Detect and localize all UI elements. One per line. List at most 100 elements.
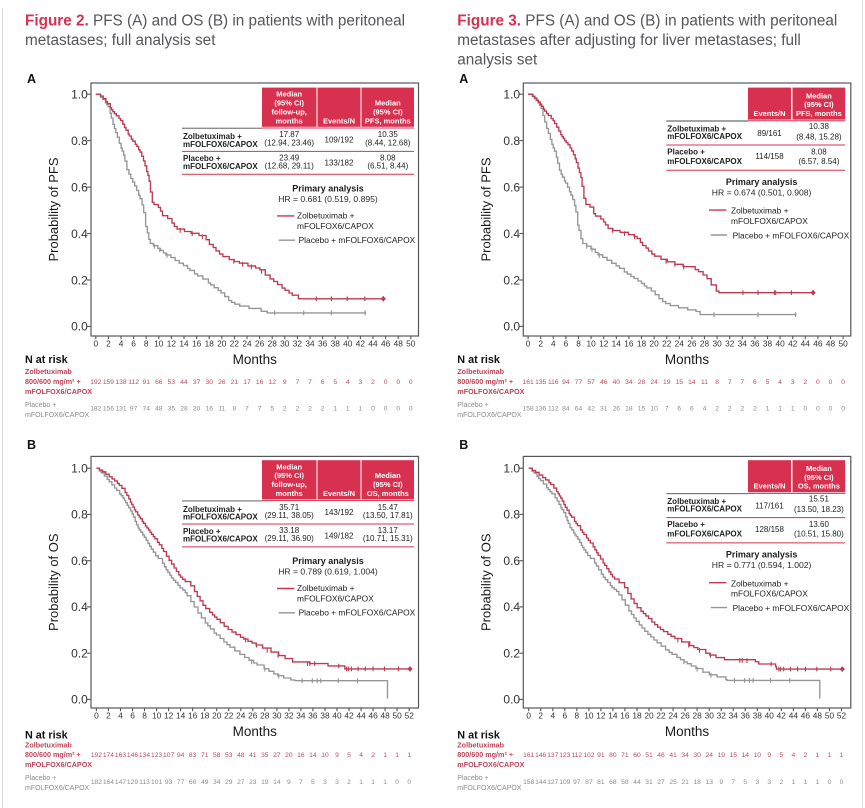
svg-text:mFOLFOX6/CAPOX: mFOLFOX6/CAPOX	[667, 530, 742, 539]
svg-text:8.08: 8.08	[380, 153, 396, 162]
svg-text:40: 40	[775, 338, 785, 348]
svg-text:9: 9	[767, 752, 771, 759]
svg-text:5: 5	[743, 779, 747, 786]
svg-text:161: 161	[523, 752, 534, 759]
svg-text:0.4: 0.4	[71, 600, 88, 614]
svg-text:0: 0	[841, 379, 845, 386]
svg-text:49: 49	[201, 779, 209, 786]
svg-text:30: 30	[712, 338, 722, 348]
svg-text:44: 44	[789, 710, 799, 720]
svg-text:2: 2	[538, 338, 543, 348]
svg-text:4: 4	[118, 710, 123, 720]
svg-text:16: 16	[205, 406, 213, 413]
svg-text:10.38: 10.38	[809, 122, 830, 131]
svg-text:28: 28	[638, 379, 646, 386]
svg-text:30: 30	[705, 710, 715, 720]
svg-text:4: 4	[778, 379, 782, 386]
svg-text:81: 81	[597, 779, 605, 786]
svg-text:60: 60	[633, 752, 641, 759]
svg-text:Probability of OS: Probability of OS	[46, 533, 61, 631]
svg-text:14: 14	[309, 752, 317, 759]
svg-text:20: 20	[193, 406, 201, 413]
svg-text:30: 30	[693, 752, 701, 759]
svg-text:7: 7	[258, 406, 262, 413]
svg-text:Median: Median	[375, 471, 401, 480]
svg-text:19: 19	[663, 379, 671, 386]
svg-text:14: 14	[273, 779, 281, 786]
svg-text:74: 74	[142, 406, 150, 413]
svg-text:20: 20	[644, 710, 654, 720]
svg-text:182: 182	[90, 406, 101, 413]
svg-text:13: 13	[705, 779, 713, 786]
svg-text:0: 0	[407, 779, 411, 786]
svg-text:mFOLFOX6/CAPOX: mFOLFOX6/CAPOX	[183, 162, 258, 171]
svg-text:4: 4	[359, 752, 363, 759]
svg-text:Placebo +: Placebo +	[457, 775, 488, 782]
svg-text:3: 3	[755, 779, 759, 786]
svg-text:0.0: 0.0	[503, 320, 520, 334]
svg-text:Zolbetuximab +: Zolbetuximab +	[297, 211, 355, 221]
svg-text:12: 12	[164, 710, 174, 720]
svg-text:7: 7	[728, 379, 732, 386]
svg-text:21: 21	[231, 379, 239, 386]
svg-text:26: 26	[255, 338, 265, 348]
svg-text:Primary analysis: Primary analysis	[726, 550, 798, 560]
svg-text:19: 19	[261, 779, 269, 786]
svg-text:42: 42	[356, 338, 366, 348]
svg-text:29: 29	[225, 779, 233, 786]
svg-text:2: 2	[371, 752, 375, 759]
svg-text:53: 53	[225, 752, 233, 759]
svg-text:9: 9	[719, 779, 723, 786]
svg-text:87: 87	[585, 779, 593, 786]
svg-text:18: 18	[632, 710, 642, 720]
svg-text:2: 2	[753, 406, 757, 413]
svg-text:Events/N: Events/N	[753, 109, 785, 118]
svg-text:14: 14	[179, 338, 189, 348]
svg-text:0: 0	[409, 379, 413, 386]
svg-text:Months: Months	[233, 352, 278, 367]
svg-text:158: 158	[523, 779, 534, 786]
svg-text:0.6: 0.6	[71, 180, 88, 194]
svg-text:16: 16	[188, 710, 198, 720]
svg-text:Placebo +: Placebo +	[183, 154, 221, 163]
svg-text:6: 6	[677, 406, 681, 413]
svg-text:Placebo +: Placebo +	[667, 520, 705, 529]
svg-text:107: 107	[163, 752, 174, 759]
svg-text:32: 32	[725, 338, 735, 348]
svg-text:(95% CI): (95% CI)	[274, 99, 304, 108]
svg-text:2: 2	[347, 779, 351, 786]
svg-text:A: A	[27, 72, 36, 86]
svg-text:53: 53	[168, 379, 176, 386]
svg-text:1: 1	[816, 779, 820, 786]
svg-text:mFOLFOX6/CAPOX: mFOLFOX6/CAPOX	[183, 140, 258, 149]
svg-text:31: 31	[600, 406, 608, 413]
svg-text:48: 48	[826, 338, 836, 348]
svg-text:28: 28	[692, 710, 702, 720]
svg-text:4: 4	[551, 338, 556, 348]
svg-text:102: 102	[583, 752, 594, 759]
svg-text:(95% CI): (95% CI)	[804, 473, 834, 482]
svg-text:(6.51, 8.44): (6.51, 8.44)	[367, 162, 408, 171]
svg-text:30: 30	[205, 379, 213, 386]
svg-text:38: 38	[753, 710, 763, 720]
svg-text:28: 28	[260, 710, 270, 720]
svg-text:116: 116	[548, 379, 559, 386]
svg-text:28: 28	[700, 338, 710, 348]
svg-text:27: 27	[237, 779, 245, 786]
svg-text:10: 10	[321, 752, 329, 759]
svg-text:112: 112	[548, 406, 559, 413]
svg-text:50: 50	[392, 710, 402, 720]
svg-text:27: 27	[273, 752, 281, 759]
svg-text:159: 159	[103, 379, 114, 386]
svg-text:0: 0	[371, 406, 375, 413]
svg-text:109: 109	[559, 779, 570, 786]
svg-text:(95% CI): (95% CI)	[373, 108, 403, 117]
svg-text:Zolbetuximab +: Zolbetuximab +	[183, 505, 242, 514]
svg-text:0.2: 0.2	[503, 647, 520, 661]
svg-text:144: 144	[535, 779, 546, 786]
svg-text:PFS, months: PFS, months	[365, 116, 411, 125]
svg-text:0: 0	[526, 710, 531, 720]
svg-text:2: 2	[371, 379, 375, 386]
svg-text:127: 127	[547, 779, 558, 786]
svg-text:34: 34	[625, 379, 633, 386]
